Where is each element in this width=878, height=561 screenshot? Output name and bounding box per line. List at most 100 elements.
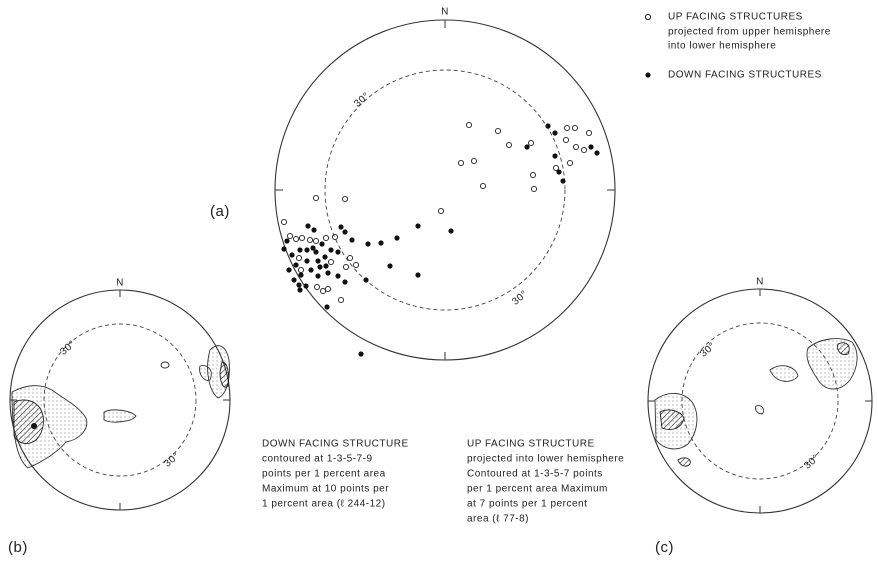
contour bbox=[659, 409, 685, 430]
down-facing-point bbox=[323, 263, 329, 269]
caption-line: per 1 percent area Maximum bbox=[467, 484, 608, 495]
up-facing-point bbox=[529, 171, 537, 179]
down-facing-point bbox=[293, 262, 299, 268]
caption-line: Contoured at 1-3-5-7 points bbox=[467, 469, 603, 480]
angle-label: 30° bbox=[352, 91, 372, 110]
up-facing-point bbox=[552, 164, 560, 172]
down-facing-point bbox=[284, 238, 290, 244]
down-facing-point bbox=[305, 223, 311, 229]
caption-line: contoured at 1-3-5-7-9 bbox=[262, 454, 373, 465]
caption-line: Maximum at 10 points per bbox=[262, 484, 389, 495]
up-facing-point bbox=[280, 218, 288, 226]
captions: DOWN FACING STRUCTURE contoured at 1-3-5-… bbox=[262, 439, 624, 525]
down-facing-point bbox=[394, 235, 400, 241]
up-facing-point bbox=[286, 232, 294, 240]
down-facing-point bbox=[415, 223, 421, 229]
down-facing-point bbox=[328, 247, 334, 253]
up-facing-point bbox=[295, 254, 303, 262]
up-facing-point bbox=[297, 266, 305, 274]
north-label: N bbox=[441, 7, 449, 18]
contour bbox=[755, 405, 765, 415]
caption-line: 1 percent area (ℓ 244-12) bbox=[262, 499, 386, 510]
angle-label: 30° bbox=[510, 289, 530, 308]
down-facing-point bbox=[319, 241, 325, 247]
down-facing-point bbox=[552, 130, 558, 136]
legend-filled-symbol bbox=[645, 72, 651, 78]
down-facing-point bbox=[365, 241, 371, 247]
down-facing-point bbox=[560, 178, 566, 184]
panel-label: (a) bbox=[210, 203, 230, 220]
caption-line: area (ℓ 77-8) bbox=[467, 514, 529, 525]
up-facing-point bbox=[563, 124, 571, 132]
contour bbox=[103, 409, 137, 423]
up-facing-point bbox=[572, 143, 580, 151]
down-facing-point bbox=[298, 272, 304, 278]
up-facing-point bbox=[312, 237, 320, 245]
up-facing-point bbox=[571, 124, 579, 132]
down-facing-point bbox=[281, 246, 287, 252]
angle-label: 30° bbox=[58, 339, 78, 358]
up-facing-point bbox=[337, 296, 345, 304]
up-facing-point bbox=[527, 139, 535, 147]
contour bbox=[769, 365, 799, 382]
angle-label: 30° bbox=[162, 451, 182, 470]
down-facing-point bbox=[286, 267, 292, 273]
up-facing-point bbox=[585, 129, 593, 137]
contour bbox=[160, 361, 170, 369]
up-facing-point bbox=[312, 194, 320, 202]
north-label: N bbox=[756, 277, 764, 288]
up-facing-point bbox=[322, 234, 330, 242]
down-facing-point bbox=[415, 272, 421, 278]
up-facing-point bbox=[327, 258, 335, 266]
caption-line: at 7 points per 1 percent bbox=[467, 499, 587, 510]
legend-open-symbol bbox=[644, 13, 652, 21]
contour bbox=[806, 338, 858, 390]
contour bbox=[13, 399, 44, 444]
maximum bbox=[31, 423, 37, 429]
down-facing-point bbox=[308, 267, 314, 273]
panel-label: (c) bbox=[655, 539, 674, 556]
angle-label: 30° bbox=[802, 453, 822, 472]
panel-b: N 30° 30° (b) bbox=[8, 278, 231, 556]
dashed-circle bbox=[681, 322, 839, 480]
contour bbox=[677, 457, 691, 467]
up-facing-point bbox=[505, 141, 513, 149]
down-facing-point bbox=[387, 263, 393, 269]
caption-line: projected into lower hemisphere bbox=[467, 454, 624, 465]
up-facing-point bbox=[341, 195, 349, 203]
down-facing-point bbox=[338, 224, 344, 230]
caption-line: UP FACING STRUCTURE bbox=[467, 439, 595, 450]
contour bbox=[219, 361, 230, 388]
down-facing-point bbox=[524, 144, 530, 150]
down-facing-point bbox=[324, 304, 330, 310]
up-facing-point bbox=[470, 157, 478, 165]
legend-text: DOWN FACING STRUCTURES bbox=[668, 70, 822, 81]
down-facing-point bbox=[556, 169, 562, 175]
dashed-circle bbox=[324, 69, 566, 311]
up-facing-point bbox=[580, 146, 588, 154]
down-facing-point bbox=[297, 247, 303, 253]
panel-a: N 30° 30° (a) bbox=[210, 7, 616, 361]
down-facing-point bbox=[304, 247, 310, 253]
down-facing-point bbox=[594, 150, 600, 156]
down-facing-point bbox=[335, 273, 341, 279]
down-facing-point bbox=[303, 283, 309, 289]
up-facing-point bbox=[298, 234, 306, 242]
legend-text: UP FACING STRUCTURES bbox=[668, 12, 803, 23]
caption-line: DOWN FACING STRUCTURE bbox=[262, 439, 409, 450]
contour bbox=[837, 342, 850, 355]
down-facing-point bbox=[552, 153, 558, 159]
down-facing-point bbox=[342, 279, 348, 285]
down-facing-point bbox=[325, 270, 331, 276]
down-facing-point bbox=[588, 144, 594, 150]
down-facing-point bbox=[363, 277, 369, 283]
up-facing-point bbox=[479, 182, 487, 190]
up-facing-point bbox=[292, 235, 300, 243]
down-facing-point bbox=[342, 229, 348, 235]
down-facing-point bbox=[311, 227, 317, 233]
panel-label: (b) bbox=[8, 539, 28, 556]
caption-line: points per 1 percent area bbox=[262, 469, 386, 480]
up-facing-point bbox=[319, 287, 327, 295]
down-facing-point bbox=[349, 237, 355, 243]
